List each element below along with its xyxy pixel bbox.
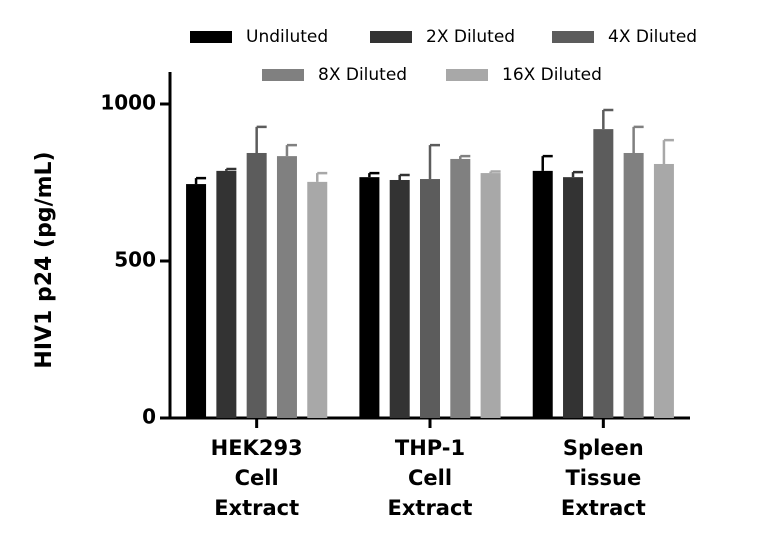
legend-label: Undiluted bbox=[246, 27, 328, 47]
x-tick-label: THP-1 bbox=[395, 436, 465, 460]
error-bar bbox=[571, 170, 584, 178]
bar bbox=[450, 158, 471, 418]
error-bar bbox=[398, 173, 410, 180]
bar bbox=[186, 184, 207, 418]
x-tick-label: Cell bbox=[235, 466, 279, 490]
legend-label: 2X Diluted bbox=[426, 27, 515, 47]
error-bar bbox=[459, 154, 471, 159]
x-tick-label: Extract bbox=[214, 496, 299, 520]
bar bbox=[420, 179, 440, 418]
error-bar bbox=[194, 176, 207, 185]
y-tick-label: 0 bbox=[142, 405, 156, 429]
error-bar bbox=[225, 167, 237, 171]
y-tick-label: 500 bbox=[114, 248, 156, 272]
bar bbox=[216, 170, 237, 418]
error-bar bbox=[285, 143, 297, 157]
error-bar bbox=[489, 170, 501, 174]
error-bar bbox=[316, 171, 328, 182]
legend-swatch bbox=[446, 69, 488, 81]
bar bbox=[593, 129, 614, 418]
bar bbox=[359, 177, 380, 418]
x-tick-label: Cell bbox=[408, 466, 452, 490]
error-bar bbox=[368, 171, 380, 178]
legend-label: 4X Diluted bbox=[608, 27, 697, 47]
x-tick-label: Tissue bbox=[565, 466, 641, 490]
legend-label: 16X Diluted bbox=[502, 65, 602, 85]
legend-swatch bbox=[370, 31, 412, 43]
bar bbox=[653, 163, 674, 418]
bar bbox=[246, 152, 267, 418]
bar bbox=[276, 156, 297, 418]
bar bbox=[307, 181, 328, 418]
legend-label: 8X Diluted bbox=[318, 65, 407, 85]
bar bbox=[532, 170, 553, 418]
bar bbox=[563, 177, 584, 418]
legend-swatch bbox=[262, 69, 304, 81]
bar bbox=[623, 152, 644, 418]
x-tick-label: Extract bbox=[561, 496, 646, 520]
y-axis-label: HIV1 p24 (pg/mL) bbox=[32, 151, 57, 368]
legend-swatch bbox=[552, 31, 594, 43]
error-bar bbox=[602, 108, 614, 130]
x-tick-label: Extract bbox=[388, 496, 473, 520]
y-tick-label: 1000 bbox=[100, 91, 156, 115]
error-bar bbox=[541, 154, 553, 171]
error-bar bbox=[428, 143, 440, 180]
legend-swatch bbox=[190, 31, 232, 43]
x-tick-label: Spleen bbox=[563, 436, 644, 460]
x-tick-label: HEK293 bbox=[211, 436, 303, 460]
error-bar bbox=[255, 125, 267, 153]
error-bar bbox=[632, 125, 644, 153]
bar bbox=[389, 179, 410, 418]
error-bar bbox=[662, 138, 674, 164]
bar bbox=[480, 173, 501, 418]
